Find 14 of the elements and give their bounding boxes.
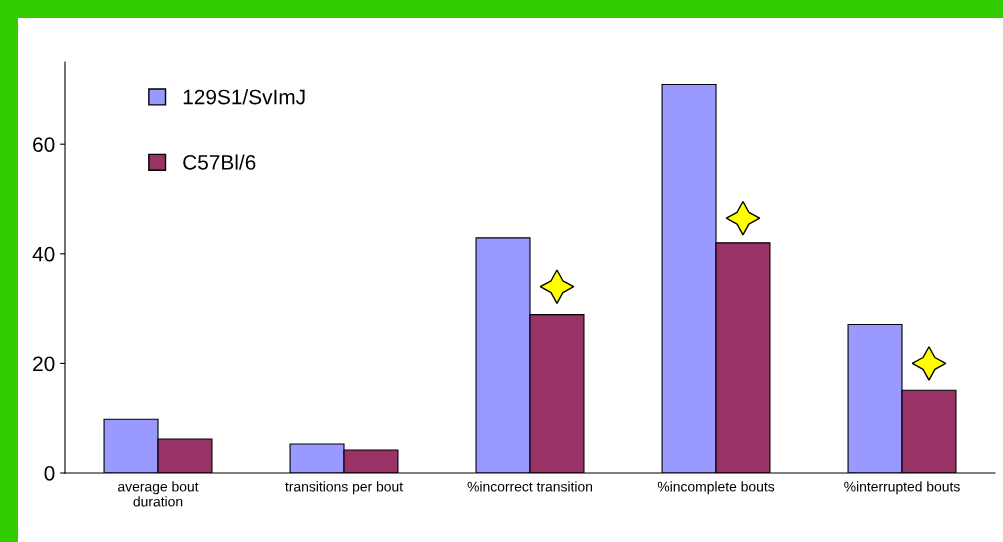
point [539, 269, 575, 305]
point [911, 346, 947, 381]
x-tick-label: %incorrect transition [467, 481, 593, 492]
legend-label: 129S1/SvImJ [183, 89, 305, 105]
y-tick-label: 60 [33, 137, 55, 152]
x-tick-label: %interrupted bouts [844, 481, 960, 495]
legend-label: C57Bl/6 [183, 154, 256, 170]
y-tick-label: 0 [44, 466, 55, 481]
point [725, 200, 761, 236]
x-tick-label: transitions per bout [285, 481, 403, 495]
y-tick-label: 20 [33, 356, 55, 372]
x-tick-label: average bout duration [118, 481, 199, 507]
y-tick-label: 40 [32, 246, 55, 262]
x-tick-label: %incomplete bouts [657, 481, 775, 495]
